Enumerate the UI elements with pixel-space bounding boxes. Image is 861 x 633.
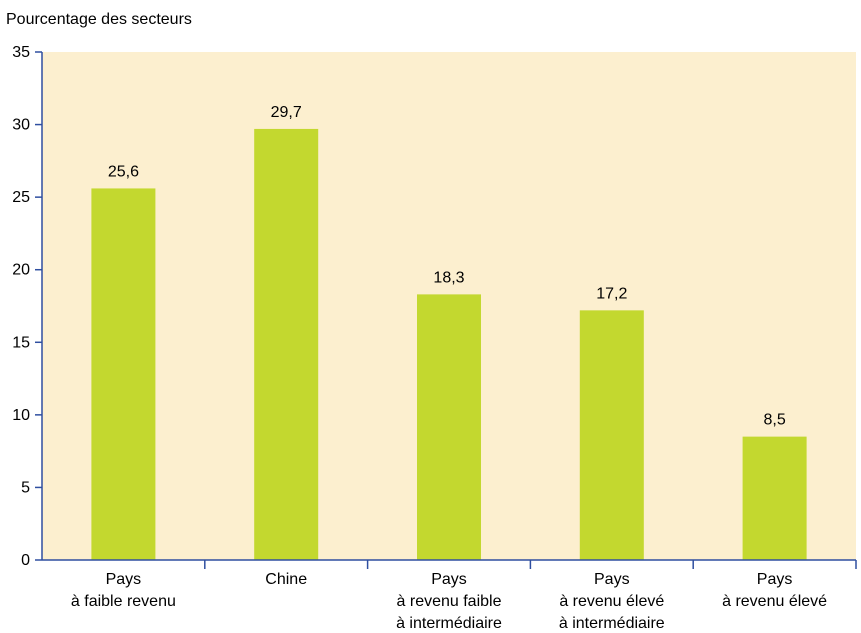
data-label: 18,3 <box>433 269 464 286</box>
y-tick-label: 5 <box>21 479 30 496</box>
data-label: 25,6 <box>108 163 139 180</box>
bar <box>91 188 156 561</box>
x-category-label: Pays à revenu élevé <box>722 571 827 610</box>
x-category-label-line: à revenu faible <box>397 593 502 610</box>
x-category-label-line: à intermédiaire <box>559 615 665 632</box>
y-tick-label: 35 <box>12 44 30 61</box>
x-category-label: Pays à revenu faible à intermédiaire <box>396 571 502 632</box>
bar <box>254 128 319 560</box>
y-tick-label: 0 <box>21 552 30 569</box>
x-category-label-line: Pays <box>431 571 467 588</box>
bars <box>91 128 807 561</box>
y-axis-ticks: 0 5 10 15 20 25 30 35 <box>12 44 42 569</box>
y-tick-label: 25 <box>12 189 30 206</box>
x-axis: Pays à faible revenu Chine Pays à revenu fai… <box>42 559 857 632</box>
y-tick-label: 15 <box>12 334 30 351</box>
x-category-label: Chine <box>265 571 307 588</box>
data-labels: 25,6 29,7 18,3 17,2 8,5 <box>108 104 786 429</box>
data-label: 29,7 <box>271 104 302 121</box>
bar <box>742 436 807 560</box>
y-tick-label: 20 <box>12 262 30 279</box>
y-tick-label: 30 <box>12 117 30 134</box>
x-category-label-line: à revenu élevé <box>722 593 827 610</box>
data-label: 8,5 <box>763 412 785 429</box>
x-category-label-line: à revenu élevé <box>559 593 664 610</box>
x-category-label-line: Chine <box>265 571 307 588</box>
x-category-label-line: à intermédiaire <box>396 615 502 632</box>
x-category-label: Pays à faible revenu <box>71 571 176 610</box>
bar <box>417 294 481 560</box>
data-label: 17,2 <box>596 285 627 302</box>
x-category-label-line: Pays <box>757 571 793 588</box>
y-tick-label: 10 <box>12 407 30 424</box>
x-category-label: Pays à revenu élevé à intermédiaire <box>559 571 665 632</box>
x-category-label-line: à faible revenu <box>71 593 176 610</box>
y-axis-label: Pourcentage des secteurs <box>6 11 192 28</box>
x-category-label-line: Pays <box>594 571 630 588</box>
x-category-label-line: Pays <box>106 571 142 588</box>
bar <box>579 310 644 560</box>
